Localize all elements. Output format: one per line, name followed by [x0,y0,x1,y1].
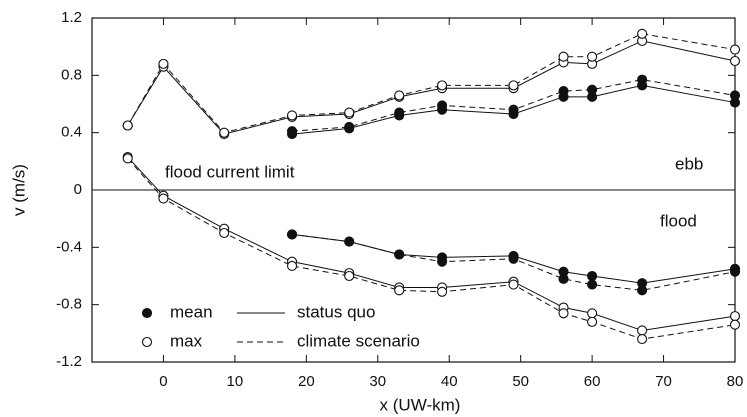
annotation: flood [660,211,697,230]
data-point [437,256,448,267]
data-point [158,58,169,69]
data-point [587,51,598,62]
series-line [127,158,736,340]
legend-label: mean [170,302,213,321]
x-tick-label: 80 [727,373,744,390]
y-tick-label: -0.8 [56,296,82,313]
data-point [437,286,448,297]
data-point [637,74,648,85]
data-point [508,80,519,91]
data-point [587,279,598,290]
data-point [587,308,598,319]
data-point [558,308,569,319]
data-point [286,126,298,137]
data-point [508,104,519,115]
data-point [637,28,648,39]
data-point [122,120,133,131]
x-tick-label: 10 [227,373,244,390]
data-point [394,249,405,260]
data-point [394,107,405,118]
legend-label: climate scenario [297,331,420,350]
y-tick-label: 0.8 [61,66,82,83]
data-point [286,110,298,121]
data-point [122,153,133,164]
data-point [437,80,448,91]
x-tick-label: 0 [159,373,167,390]
data-point [587,316,598,327]
data-point [558,51,569,62]
data-point [394,90,405,101]
data-point [508,279,519,290]
legend-label: max [170,331,203,350]
data-point [729,90,741,101]
data-point [558,86,569,97]
x-tick-label: 40 [441,373,458,390]
data-point [637,285,648,296]
data-point [219,227,230,239]
x-tick-label: 20 [298,373,315,390]
series-line [127,40,736,135]
y-tick-label: -1.2 [56,353,82,370]
legend-marker [141,336,153,348]
data-point [344,121,355,132]
y-tick-label: 0.4 [61,124,82,141]
data-point [344,107,355,118]
data-point [158,193,169,204]
y-tick-label: 0 [74,181,82,198]
data-point [508,253,519,264]
data-point [729,266,741,277]
data-point [729,44,741,55]
data-point [394,285,405,296]
x-tick-label: 50 [512,373,529,390]
data-point [637,325,648,336]
data-point [587,84,598,95]
y-tick-label: 1.2 [61,9,82,26]
data-point [637,334,648,345]
legend-label: status quo [297,302,375,321]
x-axis-label: x (UW-km) [380,395,461,414]
data-point [219,127,230,138]
data-point [344,236,355,247]
data-point [729,55,741,67]
x-tick-label: 60 [584,373,601,390]
data-point [286,229,298,240]
series-line [127,156,736,331]
annotation: flood current limit [165,162,295,181]
y-axis-label: v (m/s) [9,164,28,216]
x-tick-label: 30 [369,373,386,390]
data-point [729,319,741,330]
series-line [127,33,736,134]
data-point [344,270,355,282]
y-tick-label: -0.4 [56,238,82,255]
annotation: ebb [675,154,703,173]
legend-marker [141,307,153,319]
data-point [729,311,741,322]
data-point [587,270,598,282]
data-point [286,260,298,272]
data-point [558,273,569,284]
x-tick-label: 70 [655,373,672,390]
data-point [437,100,448,111]
